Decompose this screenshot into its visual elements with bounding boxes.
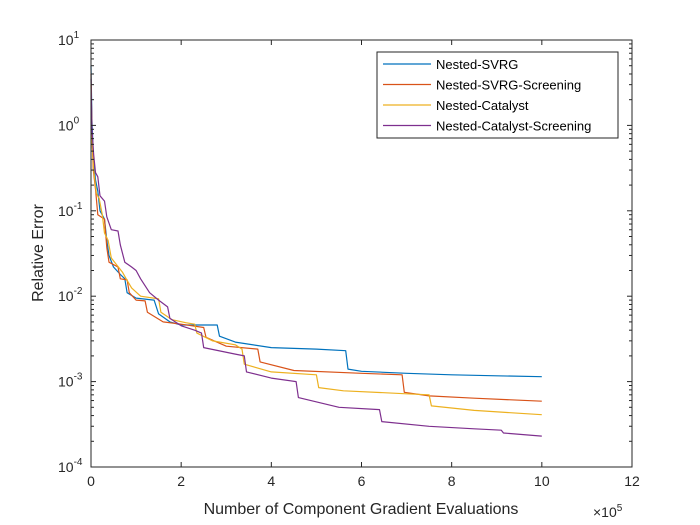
x-axis: 0 2 4 6 8 10 12 [87, 40, 640, 489]
legend-label: Nested-Catalyst [436, 98, 529, 113]
x-tick-label: 6 [358, 473, 366, 489]
series-line-1 [90, 65, 542, 378]
x-axis-label: Number of Component Gradient Evaluations [204, 501, 519, 518]
x-multiplier-base: ×10 [593, 504, 617, 520]
y-tick-label: 10-4 [58, 457, 83, 475]
y-tick-label: 10-1 [58, 201, 83, 219]
x-tick-label: 0 [87, 473, 95, 489]
x-tick-label: 12 [624, 473, 640, 489]
y-tick-label: 101 [58, 30, 80, 48]
legend-label: Nested-Catalyst-Screening [436, 119, 591, 134]
y-axis-label: Relative Error [30, 203, 47, 301]
legend: Nested-SVRG Nested-SVRG-Screening Nested-C… [376, 51, 619, 139]
x-multiplier-exponent: 5 [617, 503, 623, 514]
y-axis: 10-4 10-3 10-2 10-1 100 101 [58, 30, 632, 475]
series-layer [90, 65, 542, 437]
series-line-4 [90, 78, 542, 437]
x-tick-label: 4 [267, 473, 275, 489]
legend-label: Nested-SVRG-Screening [436, 78, 581, 93]
y-tick-label: 10-2 [58, 286, 83, 304]
x-tick-label: 8 [448, 473, 456, 489]
x-multiplier: ×105 [593, 503, 623, 520]
legend-box [376, 51, 619, 139]
legend-label: Nested-SVRG [436, 57, 518, 72]
y-tick-label: 10-3 [58, 372, 83, 390]
x-tick-label: 10 [534, 473, 550, 489]
x-tick-label: 2 [177, 473, 185, 489]
y-tick-label: 100 [58, 115, 80, 133]
